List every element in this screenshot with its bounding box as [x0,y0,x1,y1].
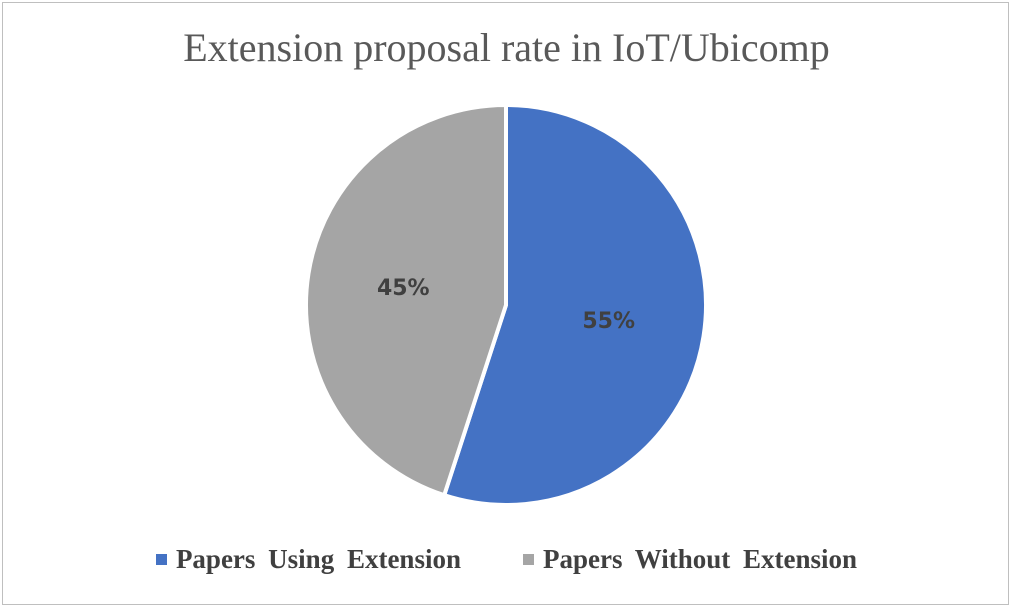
legend: Papers Using Extension Papers Without Ex… [0,544,1013,575]
slice-label-0: 55% [582,309,635,334]
chart-title: Extension proposal rate in IoT/Ubicomp [183,25,830,70]
pie-labels: 55% 45% [377,276,635,334]
legend-item-using: Papers Using Extension [155,544,461,575]
legend-item-without: Papers Without Extension [522,544,858,575]
slice-label-1: 45% [377,276,430,301]
pie-slices [304,102,708,507]
legend-swatch-without [522,554,534,565]
legend-swatch-using [155,554,167,565]
pie-slice-0 [441,102,708,507]
pie-slice-1 [304,102,508,498]
legend-label-without: Papers Without Extension [542,544,858,574]
legend-label-using: Papers Using Extension [175,544,461,574]
